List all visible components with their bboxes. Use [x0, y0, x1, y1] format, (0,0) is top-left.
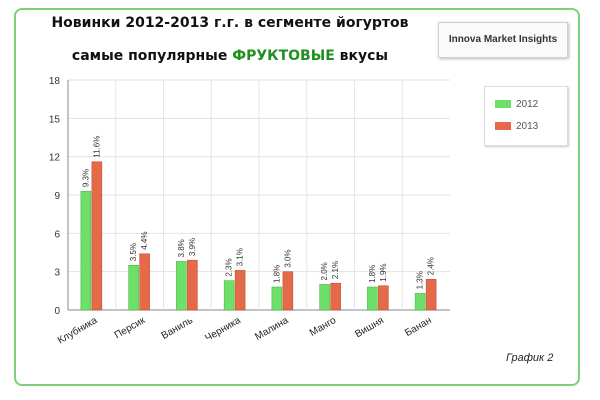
legend-label-2012: 2012: [516, 99, 539, 110]
chart-title-line2: самые популярные ФРУКТОВЫЕ вкусы: [40, 48, 420, 64]
chart-frame: [14, 8, 580, 386]
data-label-2013: 2.4%: [427, 257, 436, 275]
bar-2012: [176, 261, 187, 311]
y-tick-label: 12: [49, 153, 61, 164]
bar-2012: [414, 293, 426, 311]
data-label-2012: 1.8%: [368, 265, 377, 283]
y-tick-label: 3: [54, 268, 60, 279]
bar-2013: [187, 259, 198, 311]
legend-swatch-2012: [495, 100, 511, 109]
y-tick-label: 0: [54, 306, 60, 317]
data-label-2012: 1.8%: [272, 265, 281, 283]
bar-2012: [271, 286, 283, 311]
category-label: Банан: [403, 315, 433, 339]
data-label-2013: 4.4%: [140, 232, 149, 250]
innova-logo: Innova Market Insights: [438, 22, 568, 58]
data-label-2012: 9.3%: [81, 169, 90, 187]
title-accent-word: ФРУКТОВЫЕ: [232, 48, 335, 64]
data-label-2013: 3.0%: [283, 249, 292, 267]
data-label-2012: 3.5%: [129, 243, 138, 261]
legend-item-2013: 2013: [495, 121, 538, 132]
title-line2-prefix: самые популярные: [71, 48, 233, 64]
data-label-2013: 3.1%: [236, 248, 245, 266]
bar-2013: [234, 270, 246, 311]
category-label: Персик: [113, 315, 148, 341]
bar-2012: [128, 265, 139, 311]
bar-2012: [319, 284, 330, 311]
bar-2013: [425, 279, 437, 311]
category-label: Черника: [203, 315, 243, 344]
y-tick-label: 18: [49, 76, 61, 87]
category-label: Клубника: [55, 314, 99, 346]
data-label-2013: 3.9%: [188, 238, 197, 256]
bar-2012: [367, 286, 378, 311]
title-line2-suffix: вкусы: [334, 48, 389, 64]
y-tick-label: 9: [54, 191, 60, 202]
bar-2012: [223, 280, 235, 311]
data-label-2012: 1.3%: [416, 271, 425, 289]
y-tick-label: 15: [49, 114, 61, 125]
category-label: Ваниль: [160, 315, 195, 342]
data-label-2012: 2.0%: [320, 262, 329, 280]
bar-2013: [330, 282, 341, 311]
bar-2013: [282, 271, 294, 311]
category-label: Манго: [308, 315, 339, 339]
data-label-2013: 1.9%: [379, 263, 388, 281]
chart-title-line1: Новинки 2012-2013 г.г. в сегменте йогурт…: [51, 15, 409, 31]
category-label: Малина: [253, 315, 290, 343]
data-label-2012: 3.8%: [177, 239, 186, 257]
legend-label-2013: 2013: [516, 121, 539, 132]
bar-2013: [378, 285, 389, 311]
legend-item-2012: 2012: [495, 99, 538, 110]
legend-swatch-2013: [495, 122, 511, 131]
y-tick-label: 6: [54, 229, 60, 240]
data-label-2013: 11.6%: [92, 136, 101, 158]
category-label: Вишня: [353, 315, 386, 340]
bar-2013: [139, 253, 150, 311]
data-label-2012: 2.3%: [225, 258, 234, 276]
bar-2013: [91, 161, 103, 311]
chart-legend: 2012 2013: [484, 86, 568, 146]
chart-footnote: График 2: [506, 352, 554, 364]
bar-2012: [80, 190, 92, 311]
data-label-2013: 2.1%: [331, 261, 340, 279]
